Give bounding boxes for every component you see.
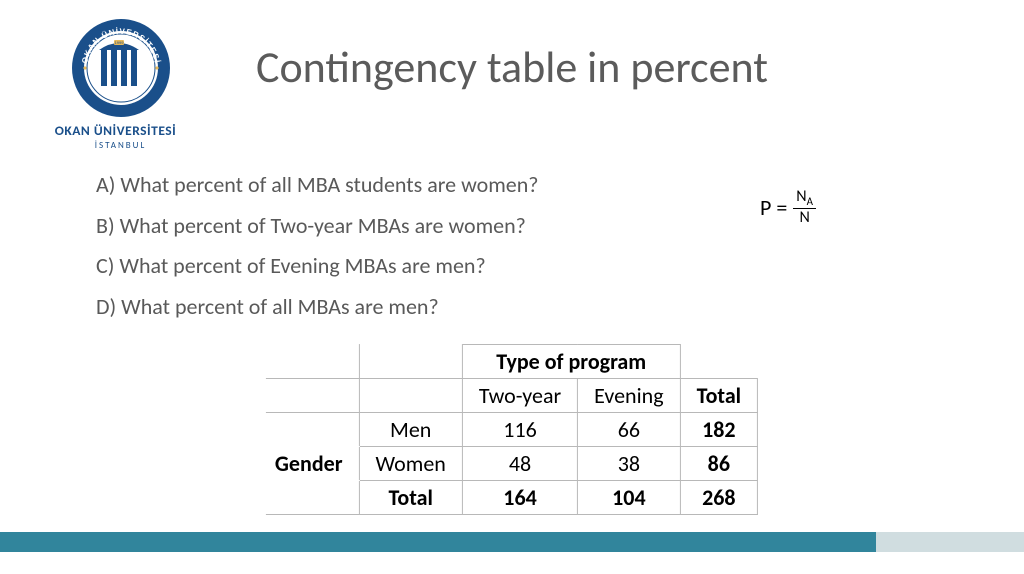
table-row: Gender Women 48 38 86	[266, 447, 757, 481]
footer-bar-light	[876, 532, 1024, 552]
table-header-group-row: Type of program	[266, 345, 757, 379]
table-totals-row: Total 164 104 268	[266, 481, 757, 515]
row-label-men: Men	[359, 413, 462, 447]
formula-lhs: P =	[760, 194, 787, 221]
question-b: B) What percent of Two-year MBAs are wom…	[96, 207, 538, 246]
question-c: C) What percent of Evening MBAs are men?	[96, 247, 538, 286]
cell: 48	[462, 447, 577, 481]
footer-bar-teal	[0, 532, 876, 552]
blank-cell	[680, 345, 758, 379]
blank-cell	[266, 379, 359, 413]
grand-total: 268	[680, 481, 758, 515]
totals-label: Total	[359, 481, 462, 515]
contingency-table: Type of program Two-year Evening Total M…	[266, 344, 758, 515]
probability-formula: P = NA N	[760, 188, 816, 227]
blank-cell	[266, 345, 359, 379]
slide-title: Contingency table in percent	[0, 40, 1024, 94]
table-header-row: Two-year Evening Total	[266, 379, 757, 413]
logo-sub: İSTANBUL	[48, 140, 193, 151]
formula-denominator: N	[796, 209, 812, 227]
col-total: Total	[680, 379, 758, 413]
blank-cell	[359, 345, 462, 379]
cell: 66	[578, 413, 680, 447]
blank-cell	[266, 481, 359, 515]
row-label-women: Women	[359, 447, 462, 481]
cell: 116	[462, 413, 577, 447]
question-a: A) What percent of all MBA students are …	[96, 166, 538, 205]
col-total-two-year: 164	[462, 481, 577, 515]
logo-name: OKAN ÜNİVERSİTESİ	[38, 122, 193, 139]
cell: 38	[578, 447, 680, 481]
formula-fraction: NA N	[793, 188, 816, 227]
question-d: D) What percent of all MBAs are men?	[96, 288, 538, 327]
blank-cell	[359, 379, 462, 413]
row-total: 86	[680, 447, 758, 481]
row-group-label: Gender	[266, 447, 359, 481]
col-evening: Evening	[578, 379, 680, 413]
row-total: 182	[680, 413, 758, 447]
question-list: A) What percent of all MBA students are …	[96, 166, 538, 328]
formula-numerator: NA	[793, 188, 816, 209]
footer-accent-bar	[0, 532, 1024, 552]
blank-cell	[266, 413, 359, 447]
col-two-year: Two-year	[462, 379, 577, 413]
column-group-header: Type of program	[462, 345, 680, 379]
table-row: Men 116 66 182	[266, 413, 757, 447]
col-total-evening: 104	[578, 481, 680, 515]
